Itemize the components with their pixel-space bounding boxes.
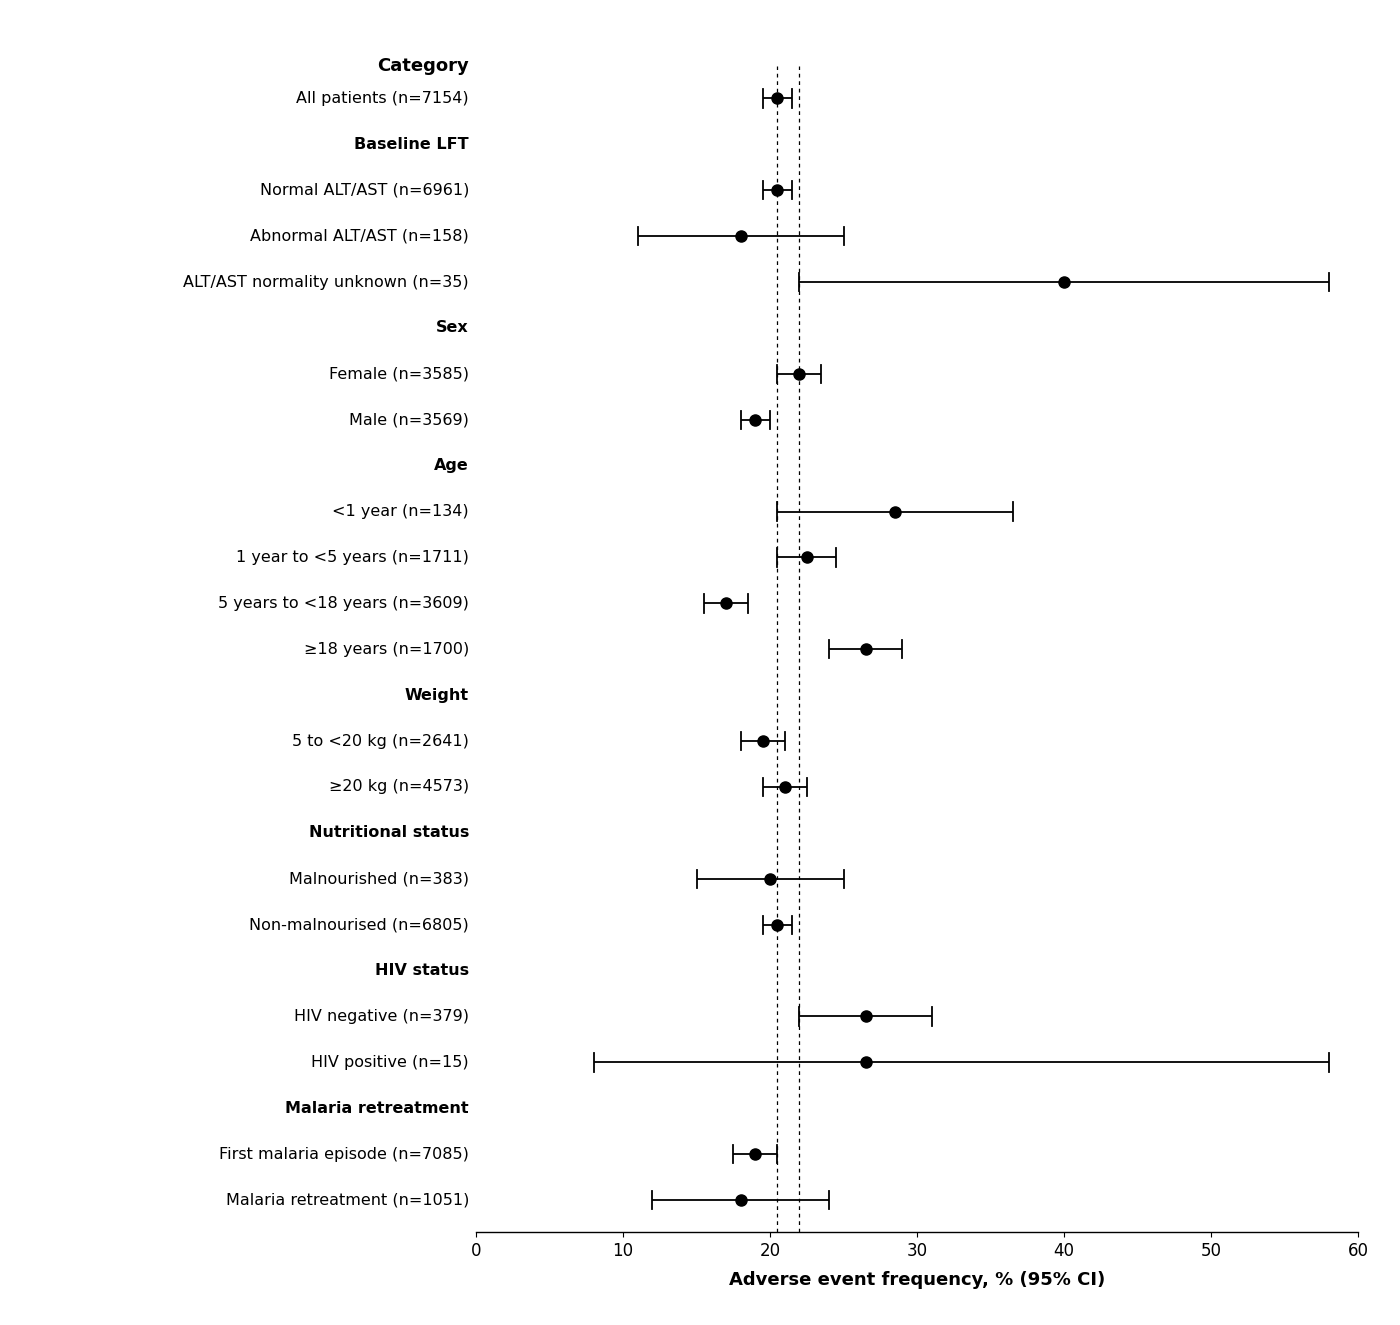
- Text: <1 year (n=134): <1 year (n=134): [332, 504, 469, 519]
- Text: Age: Age: [434, 458, 469, 473]
- Text: HIV status: HIV status: [375, 963, 469, 978]
- Text: Malaria retreatment (n=1051): Malaria retreatment (n=1051): [225, 1192, 469, 1207]
- Text: ≥18 years (n=1700): ≥18 years (n=1700): [304, 641, 469, 657]
- Text: First malaria episode (n=7085): First malaria episode (n=7085): [220, 1146, 469, 1162]
- Text: Sex: Sex: [437, 321, 469, 335]
- Text: Malnourished (n=383): Malnourished (n=383): [288, 872, 469, 886]
- Text: Nutritional status: Nutritional status: [308, 825, 469, 840]
- Text: Malaria retreatment: Malaria retreatment: [286, 1101, 469, 1116]
- Text: 1 year to <5 years (n=1711): 1 year to <5 years (n=1711): [237, 550, 469, 564]
- Text: Abnormal ALT/AST (n=158): Abnormal ALT/AST (n=158): [251, 229, 469, 244]
- Text: 5 to <20 kg (n=2641): 5 to <20 kg (n=2641): [293, 734, 469, 749]
- Text: All patients (n=7154): All patients (n=7154): [297, 91, 469, 106]
- X-axis label: Adverse event frequency, % (95% CI): Adverse event frequency, % (95% CI): [729, 1271, 1105, 1289]
- Text: ALT/AST normality unknown (n=35): ALT/AST normality unknown (n=35): [183, 274, 469, 289]
- Text: Male (n=3569): Male (n=3569): [349, 412, 469, 427]
- Text: HIV positive (n=15): HIV positive (n=15): [311, 1055, 469, 1069]
- Text: Female (n=3585): Female (n=3585): [329, 366, 469, 382]
- Text: HIV negative (n=379): HIV negative (n=379): [294, 1010, 469, 1024]
- Text: 5 years to <18 years (n=3609): 5 years to <18 years (n=3609): [218, 596, 469, 611]
- Text: Weight: Weight: [405, 688, 469, 702]
- Text: Category: Category: [377, 57, 469, 76]
- Text: Non-malnourised (n=6805): Non-malnourised (n=6805): [249, 917, 469, 933]
- Text: Baseline LFT: Baseline LFT: [354, 136, 469, 152]
- Text: ≥20 kg (n=4573): ≥20 kg (n=4573): [329, 779, 469, 795]
- Text: Normal ALT/AST (n=6961): Normal ALT/AST (n=6961): [259, 183, 469, 197]
